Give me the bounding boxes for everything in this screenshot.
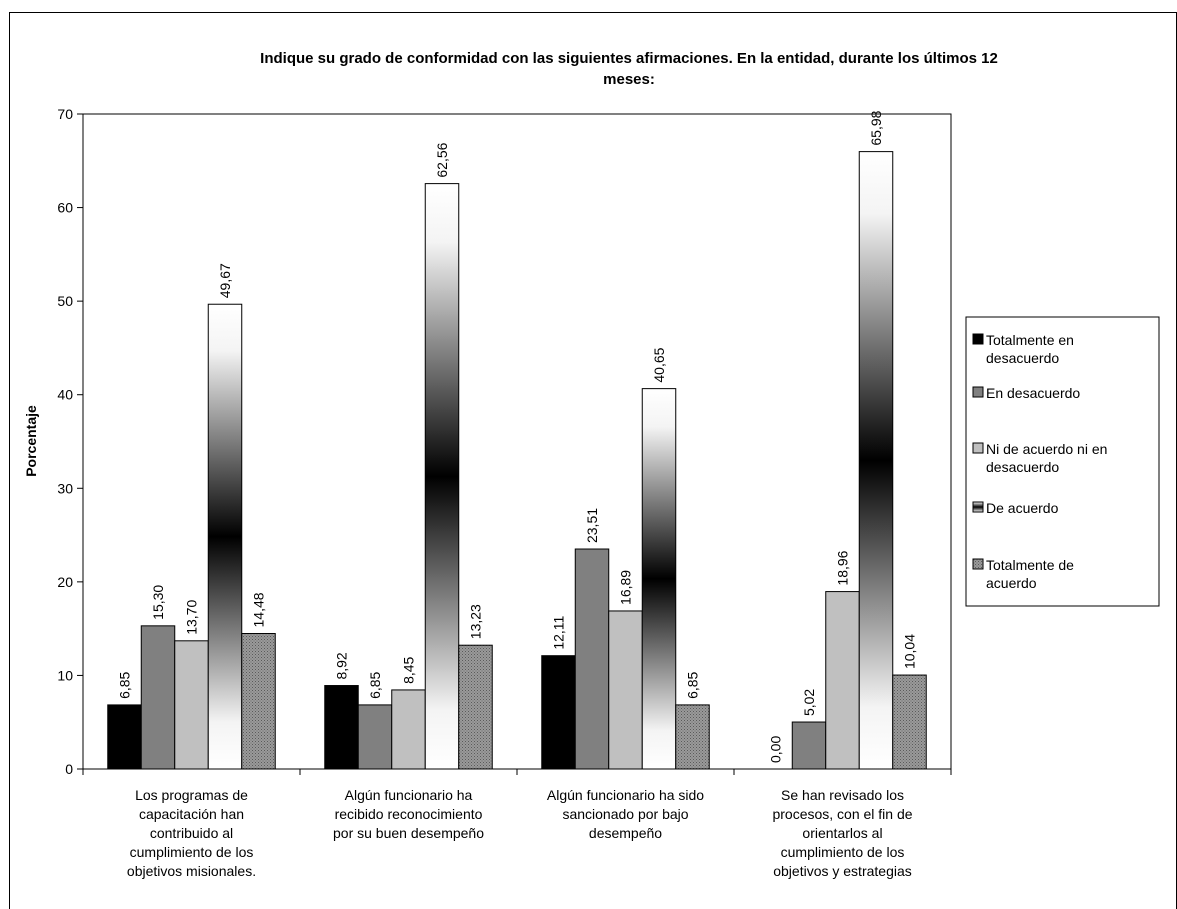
y-tick-label: 0 bbox=[65, 761, 73, 777]
category-label: objetivos misionales. bbox=[127, 863, 256, 879]
category-label: desempeño bbox=[589, 825, 662, 841]
bars-group bbox=[107, 151, 927, 770]
legend-swatch bbox=[972, 558, 984, 570]
legend-label: De acuerdo bbox=[986, 500, 1059, 516]
legend-box bbox=[965, 316, 1160, 607]
y-axis-label: Porcentaje bbox=[23, 405, 39, 477]
category-label: por su buen desempeño bbox=[333, 825, 484, 841]
data-label: 0,00 bbox=[768, 736, 784, 763]
bar bbox=[675, 704, 710, 770]
bar bbox=[858, 151, 894, 770]
data-label: 5,02 bbox=[801, 689, 817, 716]
x-axis bbox=[82, 769, 952, 775]
data-label: 8,45 bbox=[401, 656, 417, 683]
data-label: 23,51 bbox=[584, 508, 600, 543]
bar bbox=[207, 303, 243, 770]
data-label: 12,11 bbox=[551, 615, 567, 649]
category-label: recibido reconocimiento bbox=[335, 806, 483, 822]
legend-label: En desacuerdo bbox=[986, 385, 1080, 401]
bar bbox=[892, 674, 927, 770]
category-label: Los programas de bbox=[135, 787, 248, 803]
bar bbox=[791, 721, 827, 770]
data-label: 13,70 bbox=[184, 600, 200, 635]
category-label: objetivos y estrategias bbox=[773, 863, 912, 879]
data-label: 6,85 bbox=[685, 671, 701, 698]
category-label: Algún funcionario ha sido bbox=[547, 787, 704, 803]
bar bbox=[641, 388, 677, 770]
data-label: 14,48 bbox=[251, 592, 267, 627]
y-tick-label: 70 bbox=[57, 106, 73, 122]
legend-label: Totalmente de bbox=[986, 557, 1074, 573]
data-label: 65,98 bbox=[868, 110, 884, 145]
chart-title-line-1: Indique su grado de conformidad con las … bbox=[260, 50, 998, 67]
category-label: capacitación han bbox=[139, 806, 244, 822]
data-label: 6,85 bbox=[117, 671, 133, 698]
bar bbox=[424, 183, 460, 770]
data-label: 16,89 bbox=[618, 570, 634, 605]
legend-swatch bbox=[972, 442, 984, 454]
category-label: Se han revisado los bbox=[781, 787, 904, 803]
legend-swatch bbox=[972, 386, 984, 398]
data-label: 15,30 bbox=[150, 585, 166, 620]
data-label: 62,56 bbox=[434, 142, 450, 177]
bar bbox=[140, 625, 176, 770]
legend-swatch bbox=[972, 333, 984, 345]
bar bbox=[107, 704, 142, 770]
data-label: 10,04 bbox=[902, 634, 918, 669]
category-label: Algún funcionario ha bbox=[345, 787, 473, 803]
bar bbox=[357, 704, 393, 770]
chart-title-line-2: meses: bbox=[603, 71, 655, 88]
data-label: 13,23 bbox=[468, 604, 484, 639]
y-tick-label: 30 bbox=[57, 480, 73, 496]
y-tick-label: 60 bbox=[57, 200, 73, 216]
category-labels-group: Los programas de capacitación han contribu… bbox=[127, 787, 913, 879]
bar bbox=[574, 548, 610, 770]
legend-label: Totalmente en bbox=[986, 332, 1074, 348]
y-tick-label: 10 bbox=[57, 667, 73, 683]
category-label: cumplimiento de los bbox=[130, 844, 254, 860]
category-label: cumplimiento de los bbox=[781, 844, 905, 860]
legend-label: desacuerdo bbox=[986, 350, 1059, 366]
category-label: procesos, con el fin de bbox=[772, 806, 912, 822]
legend-label: acuerdo bbox=[986, 575, 1037, 591]
data-label: 40,65 bbox=[651, 347, 667, 382]
data-label: 8,92 bbox=[334, 652, 350, 679]
data-label: 6,85 bbox=[367, 671, 383, 698]
y-tick-label: 40 bbox=[57, 387, 73, 403]
bar bbox=[174, 640, 209, 770]
bar bbox=[458, 644, 493, 770]
data-label: 49,67 bbox=[217, 263, 233, 298]
legend-label: desacuerdo bbox=[986, 459, 1059, 475]
bar bbox=[825, 591, 860, 770]
category-label: contribuido al bbox=[150, 825, 233, 841]
data-labels-group: 6,85 15,30 13,70 49,67 14,48 8,92 6,85 8,45 62,5… bbox=[117, 110, 918, 763]
y-tick-label: 20 bbox=[57, 574, 73, 590]
y-tick-label: 50 bbox=[57, 293, 73, 309]
category-label: orientarlos al bbox=[802, 825, 882, 841]
bar bbox=[324, 685, 359, 770]
legend-swatch bbox=[972, 501, 984, 513]
bar bbox=[541, 655, 576, 770]
bar bbox=[391, 689, 426, 770]
data-label: 18,96 bbox=[835, 550, 851, 585]
legend-label: Ni de acuerdo ni en bbox=[986, 441, 1107, 457]
category-label: sancionado por bajo bbox=[562, 806, 688, 822]
legend: Totalmente en desacuerdo En desacuerdo Ni d… bbox=[965, 316, 1160, 607]
chart-title: Indique su grado de conformidad con las … bbox=[260, 50, 998, 88]
bar bbox=[608, 610, 643, 770]
y-axis: 0 10 20 30 40 50 60 70 bbox=[57, 106, 83, 777]
bar bbox=[241, 633, 276, 770]
